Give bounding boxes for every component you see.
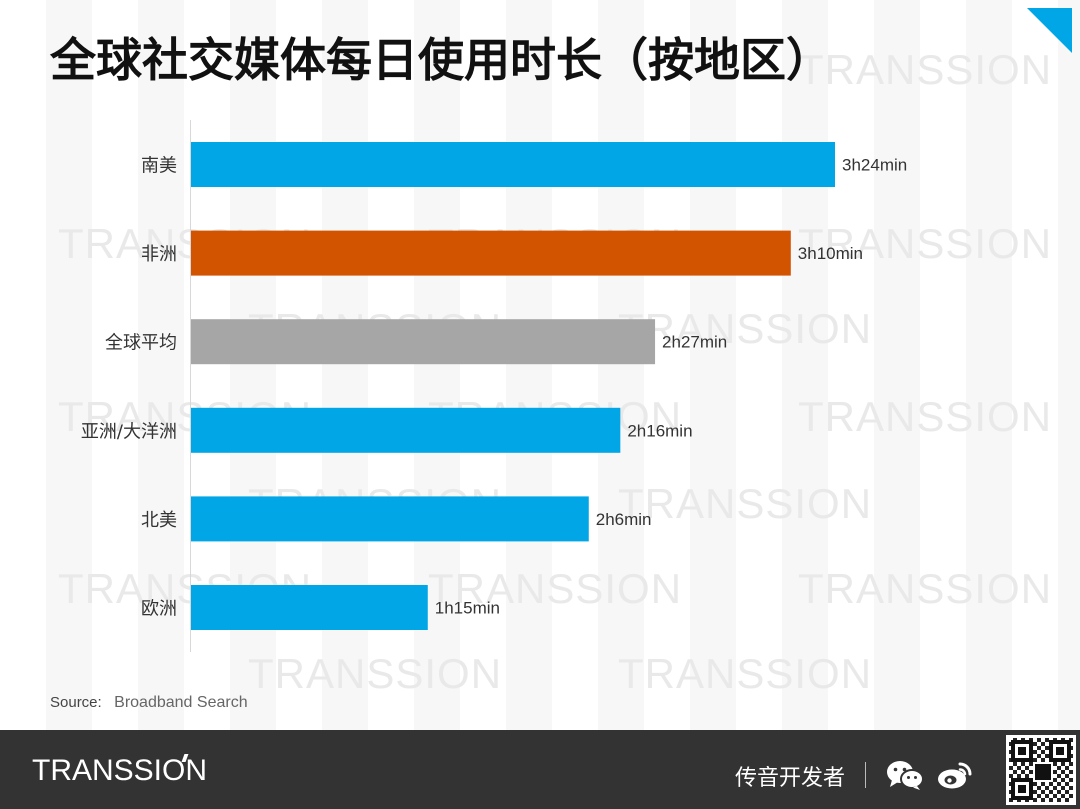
bar (191, 319, 656, 365)
watermark: TRANSSION (798, 220, 1053, 267)
footer-divider (865, 762, 866, 788)
corner-accent (1027, 8, 1072, 53)
watermark: TRANSSION (618, 305, 873, 352)
data-label: 3h24min (842, 156, 907, 175)
bar (191, 496, 589, 542)
source-note: Source: Broadband Search (50, 694, 248, 712)
category-label: 南美 (141, 156, 177, 177)
channel-name: 传音开发者 (735, 766, 846, 791)
bar (191, 407, 621, 453)
qr-logo (1033, 762, 1053, 782)
data-label: 3h10min (798, 244, 863, 263)
category-label: 非洲 (141, 244, 177, 265)
watermark: TRANSSION (798, 46, 1053, 93)
wechat-icon[interactable] (886, 760, 924, 790)
weibo-icon[interactable] (936, 760, 974, 790)
qr-finder (1011, 778, 1033, 800)
watermark: TRANSSION (798, 393, 1053, 440)
qr-finder (1049, 740, 1071, 762)
watermark: TRANSSION (618, 650, 873, 697)
background-stripes (0, 0, 1080, 730)
watermark: TRANSSION (248, 650, 503, 697)
qr-code (1006, 735, 1076, 805)
category-label: 全球平均 (105, 333, 177, 354)
category-label: 欧洲 (141, 599, 177, 620)
source-label: Source: (50, 694, 102, 711)
watermark: TRANSSION (428, 565, 683, 612)
page-title: 全球社交媒体每日使用时长（按地区） (50, 33, 832, 87)
footer-bar: TRANSSION 传音开发者 (0, 730, 1080, 809)
bar (191, 585, 428, 630)
category-label: 北美 (141, 510, 177, 531)
bar-chart: 南美 3h24min 非洲 3h10min 全球平均 2h27min 亚洲/大洋洲 2h16m… (81, 120, 907, 652)
data-label: 1h15min (435, 599, 500, 618)
watermark: TRANSSION (618, 480, 873, 527)
source-value: Broadband Search (114, 694, 248, 711)
qr-finder (1011, 740, 1033, 762)
bar (191, 230, 791, 276)
data-label: 2h16min (627, 421, 692, 440)
category-label: 亚洲/大洋洲 (81, 421, 177, 442)
data-label: 2h6min (596, 510, 652, 529)
brand-logo: TRANSSION (32, 754, 208, 787)
data-label: 2h27min (662, 333, 727, 352)
bar (191, 142, 835, 187)
watermark: TRANSSION (798, 565, 1053, 612)
